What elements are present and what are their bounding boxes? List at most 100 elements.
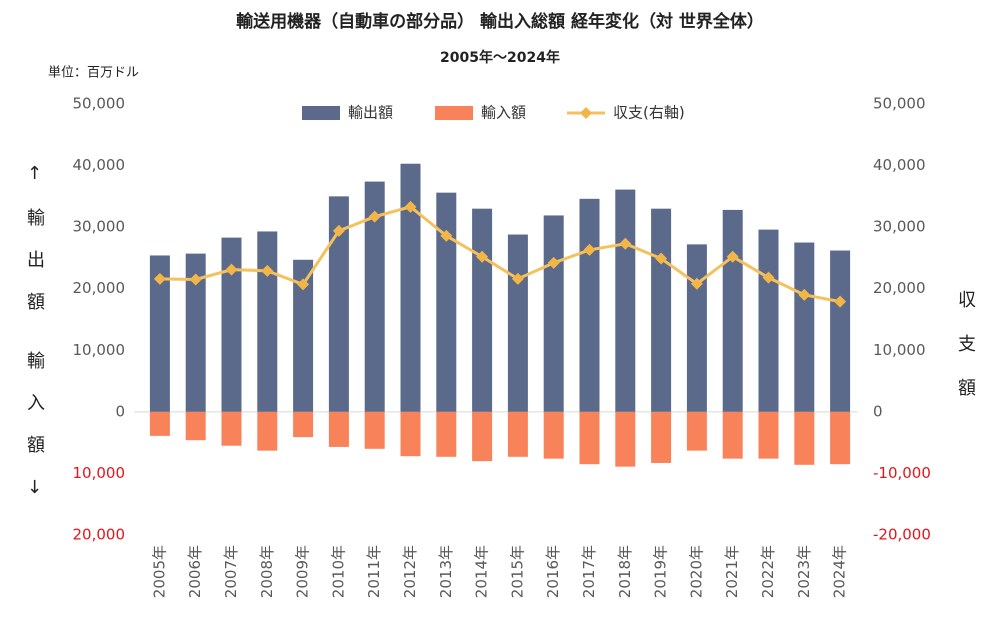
x-tick-label: 2021年 [723,545,741,598]
x-tick-label: 2010年 [329,545,347,598]
marker [404,200,417,213]
x-tick-label: 2017年 [580,545,598,598]
bar [436,411,457,457]
x-tick-label: 2023年 [795,545,813,598]
x-tick-label: 2018年 [616,545,634,598]
y2-tick-label: -20,000 [873,526,931,544]
marker [690,277,703,290]
marker [297,278,310,291]
marker [619,237,632,250]
y-tick-label: 10,000 [73,464,126,482]
bar [686,244,707,412]
chart-subtitle: 2005年～2024年 [440,49,560,66]
y-tick-label: 10,000 [73,341,126,359]
bar [758,229,779,412]
y2-tick-label: 30,000 [873,218,926,236]
bar [579,411,600,465]
y2-tick-label: 20,000 [873,279,926,297]
x-tick-label: 2014年 [473,545,491,598]
bar [328,411,349,447]
x-tick-label: 2016年 [544,545,562,598]
y2-tick-label: -10,000 [873,464,931,482]
marker [655,252,668,265]
bar [794,411,815,465]
marker [368,210,381,223]
y2-tick-label: 40,000 [873,156,926,174]
marker [726,250,739,263]
bar [257,231,278,412]
bar [472,411,493,462]
marker [476,250,489,263]
bar [686,411,707,451]
marker [798,288,811,301]
bar [651,208,672,412]
x-tick-label: 2015年 [508,545,526,598]
marker [583,243,596,256]
bar [472,208,493,412]
x-tick-label: 2022年 [759,545,777,598]
line [159,205,841,304]
x-tick-label: 2012年 [401,545,419,598]
y2-tick-label: 0 [873,402,883,420]
bar [615,411,636,467]
y-tick-label: 0 [115,402,125,420]
bar [579,198,600,412]
y-tick-label: 50,000 [73,95,126,113]
bar [507,411,528,457]
marker [332,224,345,237]
legend-label: 収支(右軸) [613,104,685,122]
bar [794,242,815,412]
unit-label: 単位：百万ドル [48,65,139,81]
y2-tick-label: 10,000 [873,341,926,359]
x-tick-label: 2013年 [437,545,455,598]
bar [615,189,636,412]
bar [543,411,564,459]
bar [293,411,314,438]
legend-swatch [580,107,592,119]
x-tick-label: 2020年 [687,545,705,598]
x-tick-label: 2006年 [186,545,204,598]
bar [364,181,385,412]
bar [257,411,278,451]
bar [328,196,349,412]
y-tick-label: 20,000 [73,526,126,544]
legend-label: 輸出額 [348,104,393,122]
marker [547,256,560,269]
chart-title: 輸送用機器（自動車の部分品） 輸出入総額 経年変化（対 世界全体） [236,11,764,32]
x-tick-label: 2009年 [294,545,312,598]
bar [400,163,421,412]
bar [830,250,851,412]
x-tick-label: 2008年 [258,545,276,598]
bar [149,255,170,412]
y2-axis-label: 収支額 [955,290,976,422]
bar [293,259,314,412]
bar [507,234,528,412]
marker [511,272,524,285]
bar [830,411,851,465]
marker [225,263,238,276]
y-tick-label: 30,000 [73,218,126,236]
y2-tick-label: 50,000 [873,95,926,113]
bar [185,253,206,412]
x-tick-label: 2019年 [652,545,670,598]
x-tick-label: 2011年 [365,545,383,598]
marker [762,271,775,284]
bar [185,411,206,441]
bar [221,411,242,446]
legend-label: 輸入額 [481,104,526,122]
bar [221,237,242,412]
bar [364,411,385,449]
bar [758,411,779,459]
x-tick-label: 2007年 [222,545,240,598]
marker [440,229,453,242]
bar [722,411,743,459]
legend-swatch [435,106,473,120]
bar [543,215,564,412]
marker [834,295,847,308]
x-tick-label: 2005年 [150,545,168,598]
marker [153,272,166,285]
marker [189,273,202,286]
bar [400,411,421,457]
y-axis-label-bottom: 輸入額↓ [24,351,45,522]
